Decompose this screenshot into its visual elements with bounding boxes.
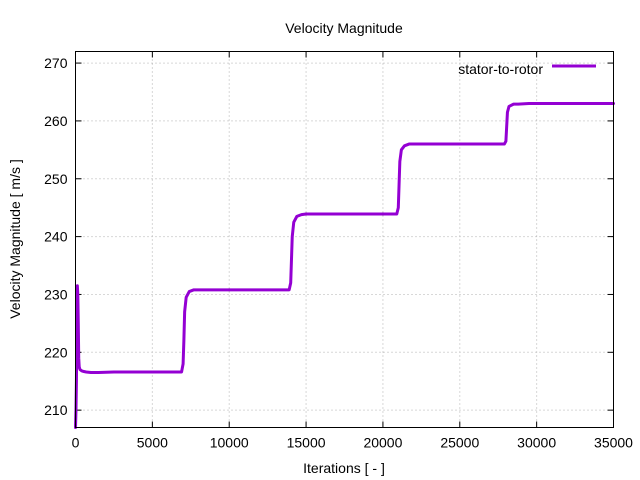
y-tick-label: 260 <box>44 113 68 129</box>
series-layer <box>74 102 615 429</box>
x-tick-label: 10000 <box>210 435 249 451</box>
legend: stator-to-rotor <box>458 61 596 77</box>
x-tick-label: 5000 <box>137 435 168 451</box>
x-tick-label: 25000 <box>440 435 479 451</box>
y-tick-label: 210 <box>44 402 68 418</box>
x-tick-label: 35000 <box>594 435 633 451</box>
chart-title: Velocity Magnitude <box>285 20 403 36</box>
y-tick-label: 220 <box>44 344 68 360</box>
y-tick-label: 270 <box>44 55 68 71</box>
grid-lines <box>75 51 614 428</box>
x-axis-label: Iterations [ - ] <box>303 460 385 476</box>
x-tick-label: 15000 <box>287 435 326 451</box>
legend-label: stator-to-rotor <box>458 61 543 77</box>
x-tick-label: 0 <box>72 435 80 451</box>
y-tick-label: 230 <box>44 286 68 302</box>
series-line <box>74 102 615 429</box>
axis-ticks: 0 5000 10000 15000 20000 25000 30000 35000 210 22… <box>44 51 633 451</box>
y-axis-label: Velocity Magnitude [ m/s ] <box>7 159 23 319</box>
y-tick-label: 240 <box>44 229 68 245</box>
x-tick-label: 20000 <box>363 435 402 451</box>
x-tick-label: 30000 <box>517 435 556 451</box>
plot-frame <box>75 51 614 428</box>
y-tick-label: 250 <box>44 171 68 187</box>
